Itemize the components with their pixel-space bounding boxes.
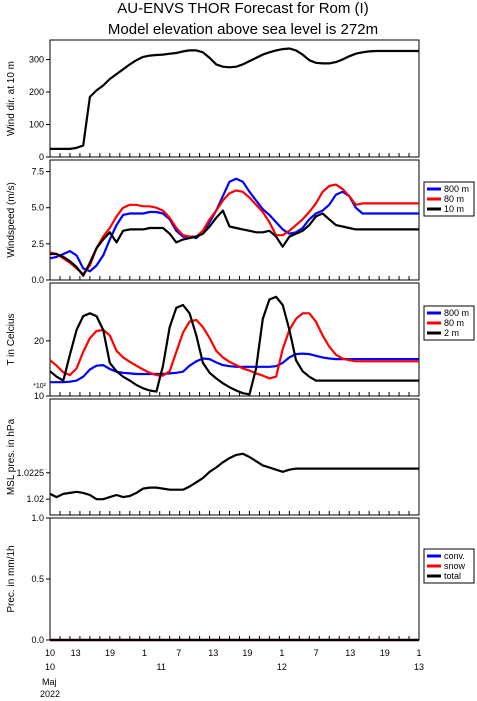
legend-label: conv. [444,551,465,561]
y-tick-label: 7.5 [31,167,44,177]
series-line-10-m [50,209,419,277]
x-hour-label: 13 [208,648,218,658]
y-tick-label: 5.0 [31,203,44,213]
x-date-label: 12 [277,662,287,672]
x-date-label: 11 [157,662,166,672]
legend: 800 m80 m2 m [423,305,475,341]
x-hour-label: 10 [45,648,55,658]
y-tick-label: 0 [39,152,44,162]
series-line-80-m [49,312,419,380]
x-axis: 10 13 19 1 7 13 19 1 7 13 19 1 10 11 12 13 Maj 2022 [40,648,424,699]
y-tick-label: 300 [29,55,44,65]
y-tick-label: 100 [29,120,44,130]
x-date-label: 13 [414,662,424,672]
y-tick-label: 2.5 [31,239,44,249]
panel-3: 10 20 *10² T in Celcius 800 m80 m2 m [6,282,475,401]
legend-label: 80 m [444,194,464,204]
y-tick-label: 20 [34,336,44,346]
x-hour-label: 19 [380,648,390,658]
x-hour-label: 19 [105,648,115,658]
x-hour-label: 7 [176,648,181,658]
y-tick-label: 1.0225 [16,468,44,478]
x-month-label: Maj [42,677,57,687]
x-hour-label: 7 [314,648,319,658]
chart-title: AU-ENVS THOR Forecast for Rom (I) [117,0,368,17]
legend-label: 2 m [444,328,459,338]
series-line-80-m [49,183,419,276]
y-tick-label: 10 [34,391,44,401]
x-hour-label: 1 [279,648,284,658]
legend-label: 10 m [444,204,464,214]
legend-label: 80 m [444,318,464,328]
legend-label: 800 m [444,184,469,194]
y-tick-label: 0.0 [31,635,44,645]
x-hour-label: 13 [345,648,355,658]
y-axis-label: Windspeed (m/s) [6,182,17,258]
panels: 0 100 200 300 Wind dir. at 10 m 0.0 2.5 5.0 7.5 W… [6,39,475,645]
y-tick-label: 0.5 [31,574,44,584]
y-axis-label: Prec. in mm/1h [6,545,17,612]
x-hour-label: 1 [142,648,147,658]
y-axis-label: MSL pres. in hPa [6,418,17,495]
y-axis-label: Wind dir. at 10 m [6,61,17,136]
x-year-label: 2022 [40,689,60,699]
legend: 800 m80 m10 m [423,181,475,217]
y-tick-label: 1.02 [26,494,44,504]
legend-label: 800 m [444,308,469,318]
legend-label: snow [444,561,466,571]
panel-1: 0 100 200 300 Wind dir. at 10 m [6,39,420,162]
x-hour-label: 19 [242,648,252,658]
series-line-800-m [50,352,419,384]
plot-frame [49,159,420,281]
chart-subtitle: Model elevation above sea level is 272m [108,21,378,38]
x-date-label: 10 [45,662,55,672]
x-hour-label: 1 [416,648,421,658]
plot-frame [49,517,420,641]
series-line-main [49,452,419,501]
y-tick-label: 1.0 [31,513,44,523]
y-axis-label: T in Celcius [6,313,17,365]
y-multiplier-label: *10² [33,383,47,390]
panel-2: 0.0 2.5 5.0 7.5 Windspeed (m/s) 800 m80 m10 m [6,159,475,285]
legend-label: total [444,571,461,581]
y-tick-label: 200 [29,87,44,97]
series-line-2-m [49,295,419,396]
series-line-main [50,47,419,150]
y-tick-label: 0.0 [31,275,44,285]
plot-frame [49,39,420,158]
x-hour-label: 13 [71,648,81,658]
